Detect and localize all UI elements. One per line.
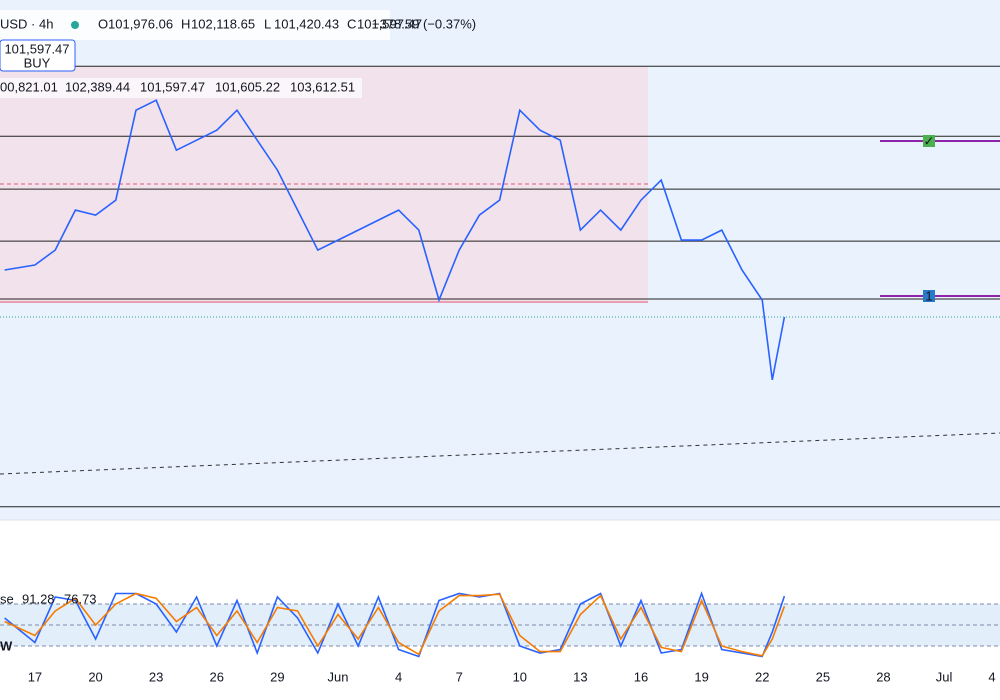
status-dot <box>71 21 79 29</box>
x-tick-label: 10 <box>513 669 527 684</box>
buy-label: BUY <box>24 55 51 70</box>
indicator-value: 101,597.47 <box>140 79 205 94</box>
buy-button[interactable] <box>0 39 76 72</box>
order-marker-text: ✓ <box>924 133 935 148</box>
change: −378.59 (−0.37%) <box>372 16 476 31</box>
pane-label: W <box>0 638 13 653</box>
x-tick-label: 25 <box>816 669 830 684</box>
ohlc-value: 102,118.65 <box>191 16 255 31</box>
indicator-value: 102,389.44 <box>65 79 130 94</box>
indicator-value: 103,612.51 <box>290 79 355 94</box>
x-tick-label: 22 <box>755 669 769 684</box>
series-line <box>4 591 786 658</box>
ohlc-label: O <box>98 16 108 31</box>
x-tick-label: 4 <box>988 669 995 684</box>
series-line <box>4 592 786 657</box>
x-tick-label: 20 <box>88 669 102 684</box>
x-tick-label: 26 <box>210 669 224 684</box>
order-marker[interactable] <box>923 135 935 147</box>
ohlc-value: 101,420.43 <box>274 16 339 31</box>
stoch-k: 91.28 <box>22 591 55 606</box>
x-tick-label: 16 <box>634 669 648 684</box>
indicator-bg <box>0 78 362 98</box>
x-tick-label: 17 <box>28 669 42 684</box>
order-marker-text: 1 <box>925 288 932 303</box>
x-tick-label: Jun <box>327 669 348 684</box>
indicator-value: 101,605.22 <box>215 79 280 94</box>
x-tick-label: 28 <box>876 669 890 684</box>
x-tick-label: Jul <box>936 669 953 684</box>
series-line <box>4 99 786 381</box>
x-tick-label: 13 <box>573 669 587 684</box>
x-tick-label: 7 <box>456 669 463 684</box>
x-tick-label: 29 <box>270 669 284 684</box>
ohlc-value: 101,597.47 <box>357 16 422 31</box>
ohlc-label: L <box>264 16 271 31</box>
order-marker[interactable] <box>923 290 935 302</box>
ohlc-label: C <box>347 16 356 31</box>
trend-line <box>0 432 1000 475</box>
x-tick-label: 19 <box>694 669 708 684</box>
x-tick-label: 23 <box>149 669 163 684</box>
ohlc-label: H <box>181 16 190 31</box>
header-bg <box>0 10 390 40</box>
stoch-d: 76.73 <box>64 591 97 606</box>
symbol: USD · 4h <box>0 16 53 31</box>
stoch-name: se <box>0 591 14 606</box>
ohlc-value: 101,976.06 <box>108 16 173 31</box>
indicator-value: 00,821.01 <box>0 79 58 94</box>
x-tick-label: 4 <box>395 669 402 684</box>
buy-price: 101,597.47 <box>4 41 69 56</box>
